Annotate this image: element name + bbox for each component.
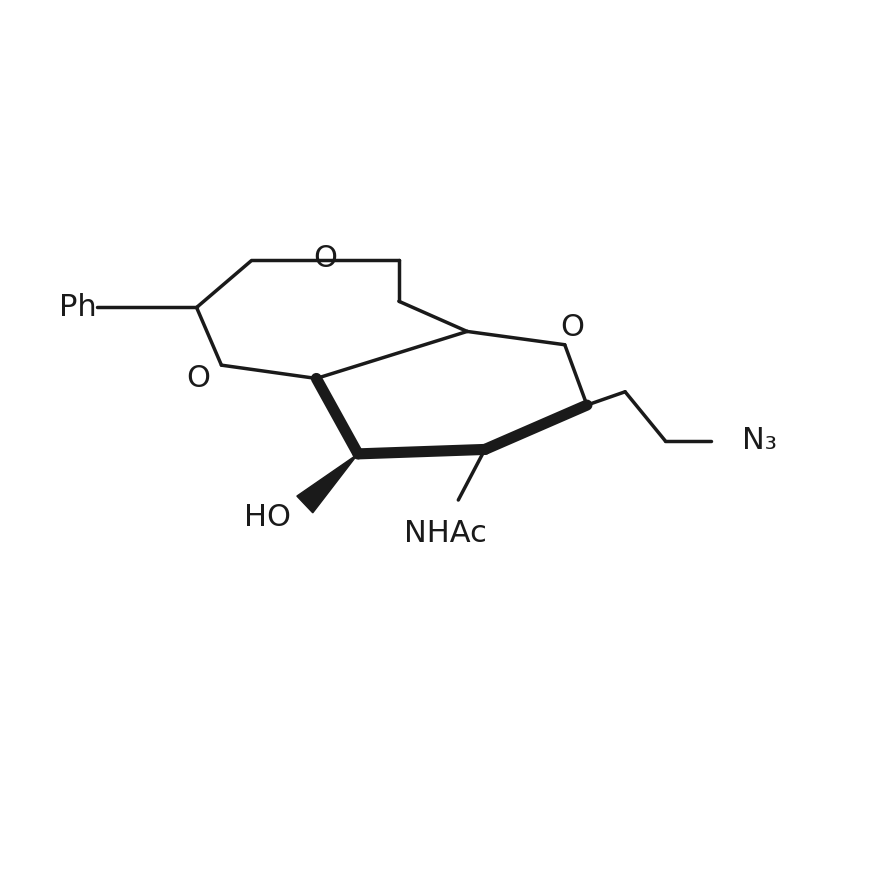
Text: O: O bbox=[560, 313, 584, 343]
Text: HO: HO bbox=[244, 503, 291, 532]
Text: O: O bbox=[186, 364, 210, 393]
Polygon shape bbox=[297, 454, 358, 513]
Text: N₃: N₃ bbox=[742, 426, 777, 455]
Text: NHAc: NHAc bbox=[403, 519, 487, 548]
Text: O: O bbox=[313, 244, 337, 273]
Text: Ph: Ph bbox=[60, 293, 97, 322]
